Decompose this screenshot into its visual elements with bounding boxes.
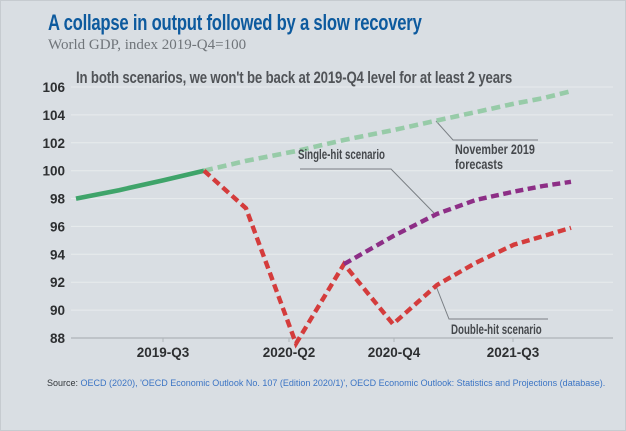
chart-subtitle: World GDP, index 2019-Q4=100 [48,37,247,53]
label-november-2019-forecasts: November 2019 forecasts [455,142,535,172]
source-citation[interactable]: OECD (2020), 'OECD Economic Outlook No. … [80,378,606,388]
y-tick-label: 94 [50,247,66,262]
label-november-line2: forecasts [455,157,504,172]
y-tick-label: 88 [50,331,66,346]
leader-single-hit [300,168,435,214]
y-tick-label: 96 [50,219,66,234]
y-tick-label: 100 [42,164,65,179]
x-axis-ticks [162,338,514,342]
chart-annotation: In both scenarios, we won't be back at 2… [76,69,513,87]
label-november-line1: November 2019 [455,142,535,157]
y-tick-label: 104 [42,108,65,123]
x-axis-labels: 2019-Q3 2020-Q2 2020-Q4 2021-Q3 [137,345,540,360]
y-tick-label: 90 [50,303,65,318]
x-tick-label: 2019-Q3 [137,345,190,360]
y-tick-label: 92 [50,275,65,290]
source-note: Source: OECD (2020), 'OECD Economic Outl… [47,378,605,388]
y-tick-label: 106 [42,80,65,95]
series-layer [75,88,572,349]
label-double-hit-scenario: Double-hit scenario [451,322,542,337]
gridlines [71,86,613,311]
page-title: A collapse in output followed by a slow … [48,10,422,35]
x-tick-label: 2021-Q3 [487,345,540,360]
callout-leaders [300,120,548,320]
x-tick-label: 2020-Q4 [368,345,421,360]
source-prefix: Source: [47,378,79,388]
november-2019-actual-line [75,168,205,201]
y-tick-label: 98 [50,192,66,207]
november-2019-forecast-line [203,88,572,173]
double-hit-line [202,169,572,349]
y-axis-labels: 106 104 102 100 98 96 94 92 90 88 [42,80,65,346]
label-single-hit-scenario: Single-hit scenario [298,147,385,162]
leader-november-forecasts [435,120,538,141]
single-hit-line [342,179,572,267]
x-tick-label: 2020-Q2 [263,345,316,360]
leader-double-hit [435,285,548,320]
y-tick-label: 102 [42,136,65,151]
